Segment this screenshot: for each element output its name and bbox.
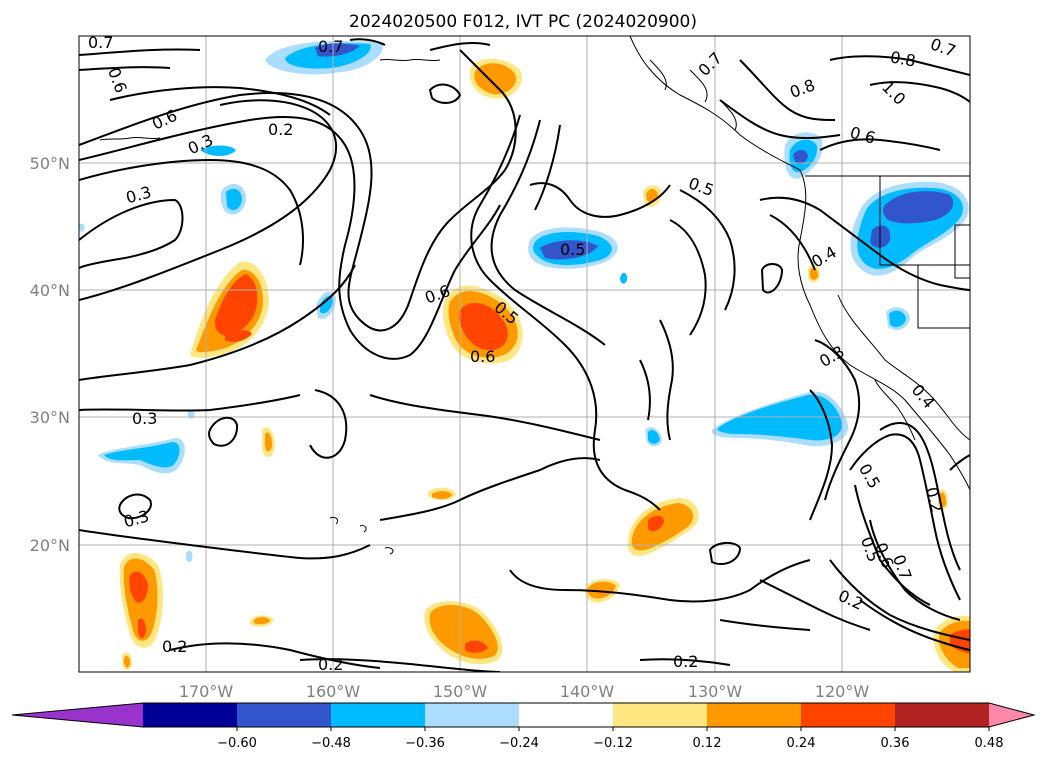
lon-tick-label: 120°W — [815, 682, 870, 701]
contour-label: 0.8 — [889, 47, 917, 70]
colorbar-tick-label: −0.12 — [593, 736, 633, 751]
colorbar-extend-low — [12, 703, 143, 727]
lon-tick-label: 150°W — [433, 682, 488, 701]
colorbar-outline — [11, 702, 1036, 728]
colorbar-tick-label: 0.24 — [787, 736, 816, 751]
map-area: 0.7 0.6 0.6 0.3 0.2 0.3 0.7 0.7 0.8 0.7 … — [79, 33, 970, 674]
contour-label: 0.3 — [132, 409, 157, 428]
contour-label: 0.6 — [470, 347, 495, 366]
colorbar-cell — [519, 703, 614, 727]
lon-tick-label: 160°W — [306, 682, 361, 701]
lat-tick-label: 40°N — [30, 281, 70, 300]
colorbar-tick-label: −0.36 — [405, 736, 445, 751]
colorbar-tick-label: 0.36 — [881, 736, 910, 751]
colorbar-cell — [707, 703, 802, 727]
lon-tick-label: 170°W — [179, 682, 234, 701]
colorbar-cell — [425, 703, 520, 727]
contour-label: 0.7 — [88, 33, 113, 52]
lat-tick-label: 50°N — [30, 154, 70, 173]
lon-axis-labels: 170°W 160°W 150°W 140°W 130°W 120°W — [179, 682, 870, 701]
colorbar-tick-label: 0.48 — [975, 736, 1004, 751]
colorbar-cell — [801, 703, 896, 727]
lat-tick-label: 20°N — [30, 536, 70, 555]
colorbar-cell — [237, 703, 332, 727]
lat-tick-label: 30°N — [30, 408, 70, 427]
colorbar-cell — [331, 703, 426, 727]
map-frame — [78, 35, 971, 673]
contours — [79, 38, 970, 672]
coastlines — [99, 36, 970, 555]
contour-label: 0.2 — [673, 652, 698, 671]
contour-label: 0.2 — [162, 637, 187, 656]
colorbar-tick-label: −0.48 — [311, 736, 351, 751]
figure-title: 2024020500 F012, IVT PC (2024020900) — [349, 12, 697, 32]
contour-label: 0.2 — [318, 655, 343, 674]
contour-label: 0.5 — [560, 240, 585, 259]
colorbar-tick-label: −0.24 — [499, 736, 539, 751]
colorbar-tick-label: −0.60 — [217, 736, 257, 751]
colorbar-extend-high — [989, 703, 1034, 727]
contour-label: 0.2 — [268, 120, 293, 139]
colorbar: −0.60 −0.48 −0.36 −0.24 −0.12 0.12 0.24 0.36 0.4… — [11, 702, 1036, 751]
colorbar-tick-label: 0.12 — [693, 736, 722, 751]
colorbar-cell — [613, 703, 708, 727]
colorbar-cell — [143, 703, 238, 727]
lat-axis-labels: 50°N 40°N 30°N 20°N — [30, 154, 70, 555]
lon-tick-label: 140°W — [560, 682, 615, 701]
lon-tick-label: 130°W — [688, 682, 743, 701]
contour-label: 0.7 — [318, 37, 343, 56]
colorbar-cell — [895, 703, 990, 727]
